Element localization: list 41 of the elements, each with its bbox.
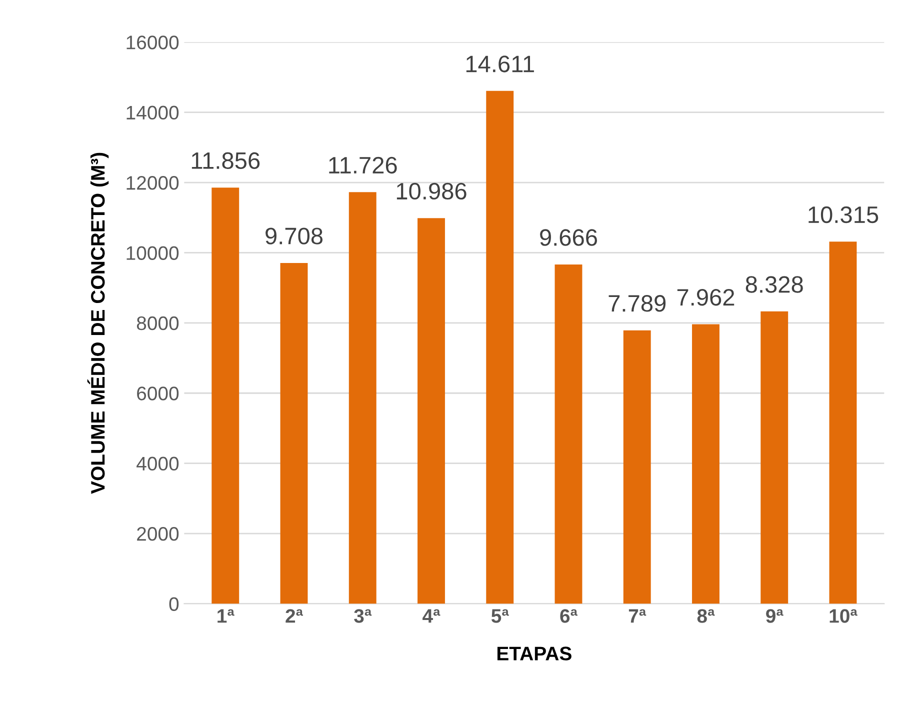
data-label: 7.962 — [677, 288, 734, 306]
bar — [486, 90, 514, 604]
data-label: 7.789 — [608, 295, 666, 312]
bar — [280, 262, 308, 604]
bar — [692, 324, 720, 604]
x-tick-label: 7ª — [628, 609, 646, 623]
y-tick-label: 8000 — [136, 316, 179, 330]
data-label: 8.328 — [746, 276, 803, 293]
y-tick-label: 16000 — [126, 36, 179, 50]
data-label: 11.726 — [329, 156, 397, 174]
y-tick-label: 10000 — [126, 246, 179, 260]
x-tick-label: 4ª — [422, 609, 440, 623]
x-axis-title: ETAPAS — [497, 646, 572, 660]
x-tick-label: 2ª — [286, 609, 304, 623]
y-tick-label: 4000 — [136, 456, 179, 471]
x-tick-label: 3ª — [354, 609, 372, 623]
data-label: 10.315 — [808, 206, 878, 224]
y-tick-label: 12000 — [126, 176, 179, 190]
y-tick-label: 2000 — [137, 526, 179, 541]
x-tick-label: 9ª — [766, 609, 784, 623]
bar — [760, 311, 788, 604]
data-label: 9.666 — [540, 229, 597, 246]
data-label: 10.986 — [396, 182, 466, 200]
x-tick-label: 10ª — [830, 609, 858, 623]
bar — [418, 218, 445, 604]
bar — [554, 264, 582, 604]
data-label: 9.708 — [266, 228, 323, 244]
bar — [829, 242, 857, 604]
x-tick-label: 1ª — [218, 609, 234, 623]
y-tick-label: 0 — [169, 597, 179, 611]
bar — [623, 330, 651, 604]
bar — [348, 192, 376, 604]
data-label: 11.856 — [192, 152, 260, 170]
y-tick-label: 14000 — [126, 106, 179, 120]
x-tick-label: 8ª — [697, 609, 715, 623]
y-axis-title: VOLUME MÉDIO DE CONCRETO (M³) — [87, 152, 109, 494]
y-tick-label: 6000 — [137, 386, 179, 400]
x-tick-label: 6ª — [560, 609, 578, 623]
data-label: 14.611 — [466, 56, 534, 72]
x-tick-label: 5ª — [491, 609, 509, 623]
bar — [212, 188, 240, 604]
